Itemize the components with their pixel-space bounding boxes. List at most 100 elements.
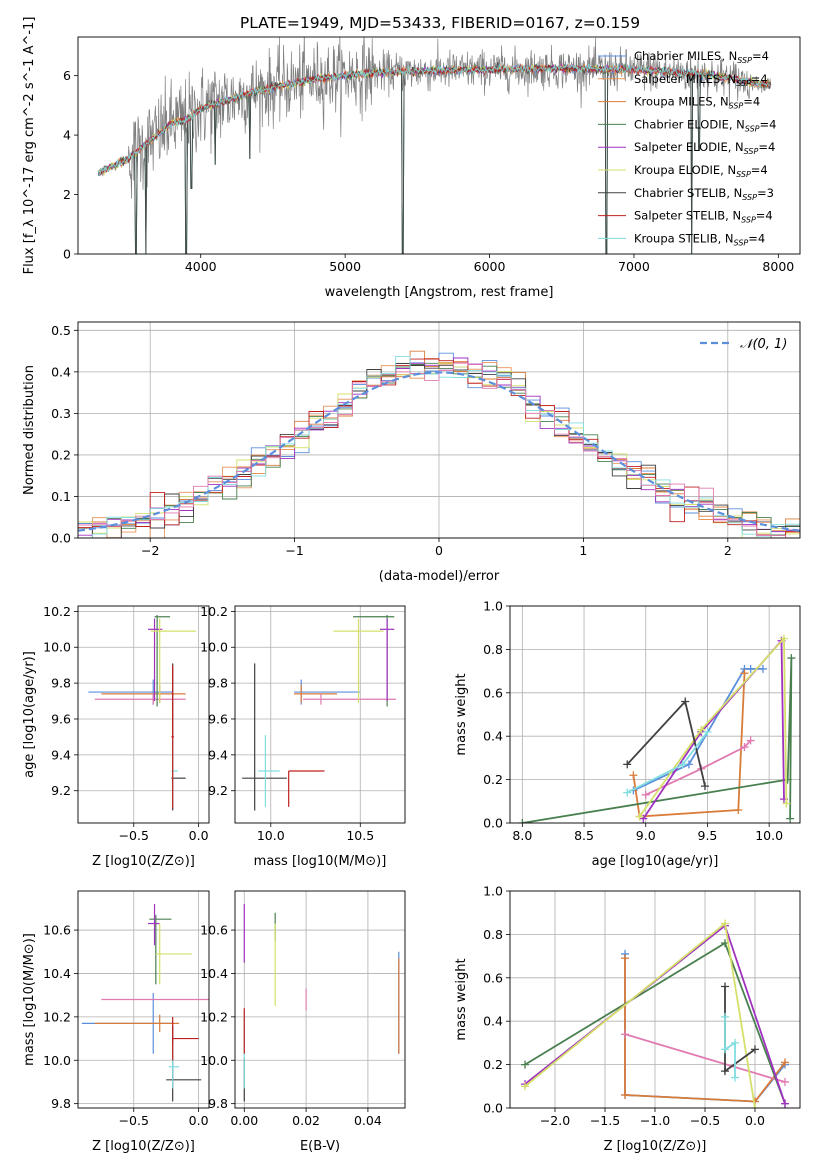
y-tick-label: 9.8: [51, 676, 71, 691]
x-tick-label: 0.02: [292, 1113, 320, 1128]
gaussian-curve: [78, 371, 800, 532]
series-line: [632, 673, 746, 818]
y-tick-label: 0.2: [483, 1057, 503, 1072]
y-tick-label: 0.0: [51, 531, 71, 546]
chart-residuals: −2 −1 0 1 2 0.0 0.1 0.2 0.3 0.4 0.5 𝒩(0, 1) (data-mo…: [22, 321, 801, 584]
legend-label: 𝒩(0, 1): [740, 337, 787, 352]
x-tick-label: 0: [435, 543, 443, 558]
series-marker: [751, 1104, 759, 1108]
series-marker: [721, 1045, 729, 1054]
plot-area: [78, 350, 800, 538]
x-tick-label: −2: [141, 543, 159, 558]
chart-mass-vs-Z: −0.5 0.0 9.8 10.0 10.2 10.4 10.6 Z [log10(Z/Z⊙)…: [22, 890, 210, 1154]
plot-area: [243, 904, 400, 1102]
y-tick-label: 10.4: [200, 966, 228, 981]
y-tick-label: 0: [63, 247, 71, 262]
series-marker: [697, 725, 706, 734]
y-tick-label: 9.8: [208, 1096, 228, 1111]
legend-label: Salpeter ELODIE, NSSP=4: [634, 140, 775, 156]
y-axis-label: Normed distribution: [22, 365, 37, 495]
y-tick-label: 0.8: [483, 642, 503, 657]
chart-age-vs-mass: 10.0 10.5 9.2 9.4 9.6 9.8 10.0 10.2 mass [log10(…: [200, 604, 406, 869]
chart-mass-vs-ebv: 0.00 0.02 0.04 9.8 10.0 10.2 10.4 10.6 E(B-V): [200, 890, 406, 1154]
series-marker: [721, 1012, 729, 1021]
x-tick-label: 8000: [762, 259, 794, 274]
x-tick-label: 10.0: [257, 828, 285, 843]
x-axis-label: mass [log10(M/M⊙)]: [254, 854, 387, 869]
y-tick-label: 0.6: [483, 685, 503, 700]
y-tick-label: 9.4: [51, 747, 71, 762]
series-marker: [751, 1045, 759, 1054]
legend-label: Chabrier MILES, NSSP=4: [634, 49, 769, 65]
axes-frame: [234, 890, 406, 1109]
axes-frame: [234, 605, 406, 824]
series-marker: [779, 634, 788, 643]
plot-area: [518, 634, 796, 823]
y-axis-label: mass weight: [454, 673, 469, 755]
series-line: [645, 739, 752, 796]
series-marker: [740, 743, 749, 752]
y-axis-label: mass weight: [454, 958, 469, 1040]
x-tick-label: 7000: [618, 259, 650, 274]
axes-frame: [509, 605, 801, 824]
x-tick-label: 4000: [185, 259, 217, 274]
axes-frame: [77, 605, 210, 824]
x-axis-label: Z [log10(Z/Z⊙)]: [92, 1139, 195, 1154]
y-tick-label: 0.0: [483, 816, 503, 831]
x-tick-label: 6000: [474, 259, 506, 274]
plot-area: [521, 919, 789, 1108]
x-axis-label: age [log10(age/yr)]: [592, 854, 719, 869]
x-axis-label: wavelength [Angstrom, rest frame]: [325, 285, 554, 300]
series-marker: [740, 669, 749, 678]
legend-label: Chabrier ELODIE, NSSP=4: [634, 117, 776, 133]
x-tick-label: −1: [285, 543, 303, 558]
x-tick-label: 10.5: [346, 828, 374, 843]
axes-frame: [77, 36, 801, 255]
y-tick-label: 9.4: [208, 747, 228, 762]
x-tick-label: −0.5: [119, 828, 149, 843]
legend-label: Salpeter MILES, NSSP=4: [634, 72, 768, 88]
plot-area: [88, 614, 197, 811]
series-marker: [681, 697, 690, 706]
y-tick-label: 9.2: [51, 783, 71, 798]
x-tick-label: 0.0: [189, 1113, 209, 1128]
x-axis-label: Z [log10(Z/Z⊙)]: [604, 1139, 707, 1154]
y-tick-label: 10.2: [200, 604, 228, 619]
x-tick-label: 8.0: [512, 828, 532, 843]
y-tick-label: 9.8: [208, 676, 228, 691]
x-axis-label: Z [log10(Z/Z⊙)]: [92, 854, 195, 869]
axes-frame: [509, 890, 801, 1109]
y-tick-label: 0.4: [483, 1014, 503, 1029]
x-tick-label: 0.0: [189, 828, 209, 843]
x-tick-label: 2: [724, 543, 732, 558]
y-tick-label: 0.1: [51, 489, 71, 504]
x-tick-label: 0.04: [354, 1113, 382, 1128]
series-marker: [629, 771, 638, 780]
series-line: [624, 1033, 786, 1083]
y-tick-label: 10.0: [200, 640, 228, 655]
y-tick-label: 10.2: [200, 1009, 228, 1024]
y-axis-label: Flux [f_λ 10^-17 erg cm^-2 s^-1 A^-1]: [22, 17, 37, 275]
x-tick-label: −2.0: [540, 1113, 570, 1128]
series-line: [724, 1016, 736, 1078]
y-tick-label: 4: [63, 128, 71, 143]
y-tick-label: 10.0: [43, 1053, 71, 1068]
series-marker: [721, 1067, 729, 1076]
x-tick-label: −0.5: [690, 1113, 720, 1128]
series-marker: [781, 1058, 789, 1067]
y-tick-label: 10.2: [43, 604, 71, 619]
series-marker: [783, 775, 792, 784]
plot-area: [242, 614, 397, 811]
series-marker: [721, 919, 729, 928]
y-tick-label: 10.4: [43, 966, 71, 981]
y-tick-label: 0.3: [51, 406, 71, 421]
series-marker: [621, 1090, 629, 1099]
x-tick-label: −0.5: [119, 1113, 149, 1128]
series-marker: [703, 727, 712, 736]
y-tick-label: 0.8: [483, 927, 503, 942]
y-tick-label: 10.0: [200, 1053, 228, 1068]
chart-mass-weight-vs-Z: −2.0 −1.5 −1.0 −0.5 0.0 0.0 0.2 0.4 0.6 0.8 1.0 Z […: [454, 884, 801, 1154]
x-tick-label: 0.00: [230, 1113, 258, 1128]
series-marker: [678, 760, 687, 769]
